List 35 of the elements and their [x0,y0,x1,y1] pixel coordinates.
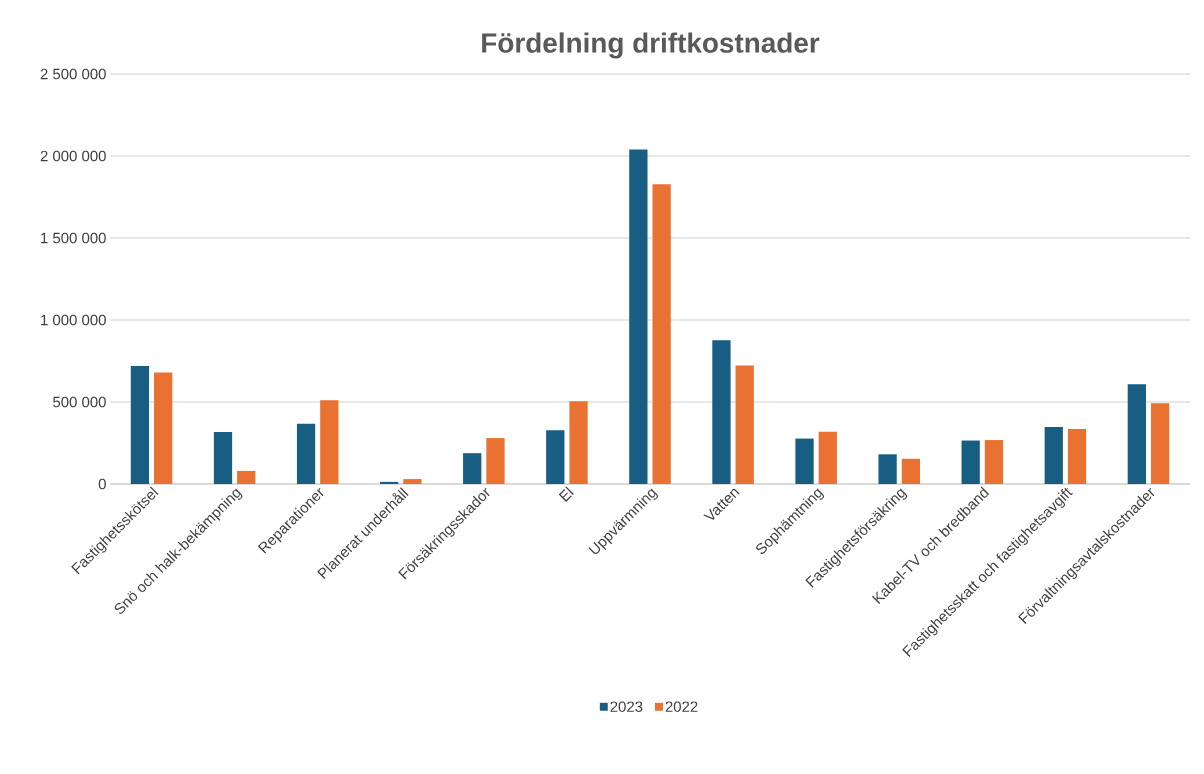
x-tick-label: El [558,486,574,502]
bar [1044,426,1063,484]
bar [320,400,339,484]
bar [652,184,671,484]
bar [486,438,505,484]
bar [629,149,648,484]
y-tick-label: 2 500 000 [40,68,106,80]
bar [901,458,920,484]
bar [712,340,731,484]
bar [1127,384,1146,484]
bar [130,365,150,484]
chart-title: Fördelning driftkostnader [482,32,820,59]
bar [818,431,837,484]
bar [380,481,399,484]
bar [961,440,980,484]
bar [546,430,565,484]
bar [296,423,316,484]
bar [463,453,482,484]
bar [795,438,814,484]
legend-label: 2022 [665,701,698,712]
bar [735,365,754,484]
bar [237,470,256,484]
bar [878,454,897,484]
y-tick-label: 1 000 000 [41,314,106,326]
legend-label: 2023 [610,701,643,712]
y-tick-label: 2 000 000 [40,150,106,162]
bar [1067,428,1087,484]
bar [1150,403,1170,484]
bar [213,432,233,484]
y-tick-label: 500 000 [53,396,106,408]
bar [403,479,422,484]
bar [569,401,588,484]
y-tick-label: 1 500 000 [41,232,106,244]
bar [984,440,1004,484]
bar [154,372,173,484]
